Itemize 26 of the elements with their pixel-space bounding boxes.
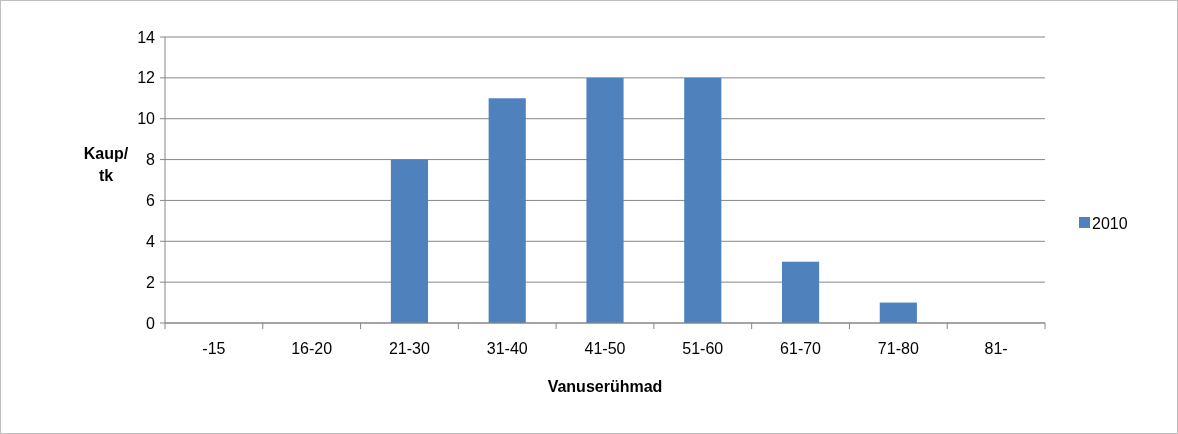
y-tick-label: 12 — [137, 69, 156, 87]
x-tick-label: 61-70 — [780, 340, 822, 357]
y-tick-label: 14 — [137, 28, 156, 46]
x-axis-title: Vanuserühmad — [547, 378, 663, 395]
y-tick-label: 0 — [146, 314, 156, 332]
x-tick-label: -15 — [202, 340, 226, 357]
bar — [390, 159, 429, 323]
y-tick-label: 10 — [137, 110, 156, 128]
y-tick-label: 2 — [146, 273, 156, 291]
bar — [684, 77, 722, 323]
x-tick-label: 81- — [984, 340, 1008, 357]
x-tick-label: 16-20 — [291, 340, 333, 357]
y-axis-title: Kaup/ tk — [83, 145, 129, 184]
x-tick-label: 21-30 — [388, 340, 431, 357]
legend-label: 2010 — [1092, 214, 1128, 232]
y-tick-label: 4 — [146, 232, 156, 250]
y-tick-label: 6 — [146, 192, 156, 210]
x-tick-label: 41-50 — [584, 340, 626, 357]
bar — [879, 302, 917, 323]
y-tick-label: 8 — [146, 151, 156, 169]
bar — [781, 261, 820, 323]
bar — [488, 98, 526, 323]
x-tick-label: 31-40 — [486, 340, 528, 357]
x-tick-label: 71-80 — [877, 340, 919, 357]
bar — [586, 77, 624, 323]
x-tick-label: 51-60 — [682, 340, 724, 357]
